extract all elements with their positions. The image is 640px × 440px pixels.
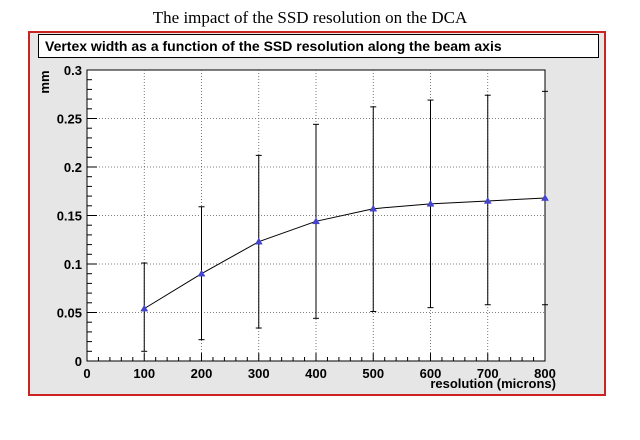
chart-title: Vertex width as a function of the SSD re… — [38, 34, 599, 58]
page-title: The impact of the SSD resolution on the … — [152, 8, 468, 27]
series-group — [140, 90, 549, 352]
data-point — [197, 269, 206, 277]
y-axis-title: mm — [37, 70, 52, 93]
x-tick-label: 400 — [305, 366, 327, 381]
y-tick-label: 0.05 — [57, 306, 82, 321]
y-tick-label: 0 — [75, 354, 82, 369]
x-tick-label: 500 — [362, 366, 384, 381]
data-point — [254, 237, 263, 245]
x-axis-title: resolution (microns) — [430, 376, 556, 391]
axes: 0 100 200 300 400 500 600 700 800 0 0.05 0.1 0.15 0.2… — [57, 63, 556, 381]
series-line — [143, 197, 546, 310]
data-point — [426, 199, 435, 207]
x-tick-label: 800 — [534, 366, 556, 381]
y-tick-label: 0.2 — [64, 160, 82, 175]
y-tick-label: 0.1 — [64, 257, 82, 272]
data-point — [312, 217, 320, 225]
y-tick-label: 0.3 — [64, 63, 82, 78]
x-tick-label: 100 — [133, 366, 155, 381]
y-tick-label: 0.15 — [57, 209, 82, 224]
x-tick-label: 300 — [248, 366, 270, 381]
x-tick-label: 0 — [83, 366, 90, 381]
data-point — [140, 304, 149, 312]
data-point — [541, 194, 549, 201]
x-tick-label: 600 — [420, 366, 442, 381]
x-tick-label: 700 — [477, 366, 499, 381]
x-tick-label: 200 — [191, 366, 213, 381]
data-point — [483, 196, 492, 204]
data-point — [369, 204, 378, 212]
y-tick-label: 0.25 — [57, 112, 82, 127]
